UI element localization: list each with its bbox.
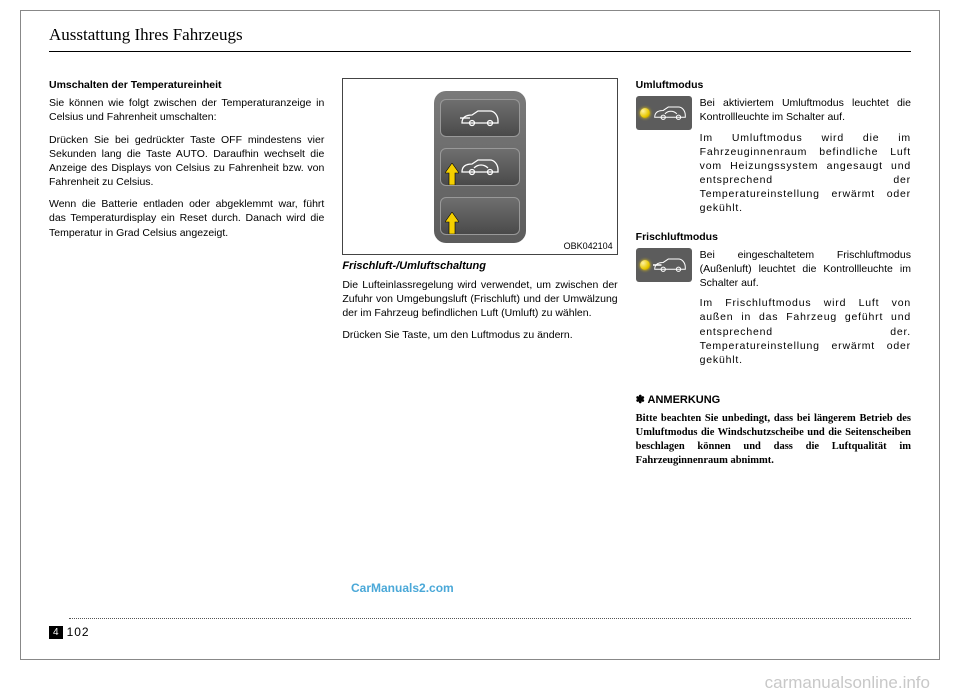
figure-panel [434,91,526,243]
page-number-box: 4 102 [49,625,94,639]
col2-p1: Die Lufteinlassregelung wird verwendet, … [342,278,617,321]
umluft-block: Bei aktiviertem Umluftmodus leuchtet die… [636,96,911,221]
note-body: Bitte beachten Sie unbedingt, dass bei l… [636,412,911,469]
umluft-p2: Im Umluftmodus wird die im Fahrzeuginnen… [700,131,911,216]
watermark-carmanualsonline: carmanualsonline.info [765,673,930,693]
umluft-p1: Bei aktiviertem Umluftmodus leuchtet die… [700,96,911,124]
indicator-light-icon [640,260,650,270]
col2-title: Frischluft-/Umluftschaltung [342,259,617,274]
watermark-carmanuals2: CarManuals2.com [351,581,454,595]
col1-p2: Drücken Sie bei gedrückter Taste OFF min… [49,133,324,190]
car-recirc-icon [460,158,500,176]
page-header: Ausstattung Ihres Fahrzeugs [21,11,939,49]
footer-rule [69,618,911,619]
page-number: 102 [63,625,94,639]
col1-title: Umschalten der Temperatureinheit [49,78,324,92]
section-number: 4 [49,626,63,639]
frisch-indicator [636,248,692,282]
car-outside-icon [653,256,687,274]
indicator-light-icon [640,108,650,118]
content-columns: Umschalten der Temperatureinheit Sie kön… [21,52,939,469]
note-heading: ✽ ANMERKUNG [636,393,911,408]
frisch-block: Bei eingeschaltetem Frischluftmodus (Auß… [636,248,911,373]
figure-air-mode: OBK042104 [342,78,617,255]
arrow-up-icon [445,212,459,234]
figure-button-top [440,99,520,137]
column-2: OBK042104 Frischluft-/Umluftschaltung Di… [342,78,617,469]
car-outside-icon [460,109,500,127]
frisch-title: Frischluftmodus [636,230,911,244]
col1-p3: Wenn die Batterie entladen oder abgeklem… [49,197,324,240]
column-3: Umluftmodus Bei aktiviertem Umluftmodus … [636,78,911,469]
arrow-up-icon [445,163,459,185]
frisch-text: Bei eingeschaltetem Frischluftmodus (Auß… [700,248,911,373]
umluft-text: Bei aktiviertem Umluftmodus leuchtet die… [700,96,911,221]
frisch-p2: Im Frischluftmodus wird Luft von außen i… [700,296,911,367]
col2-p2: Drücken Sie Taste, um den Luftmodus zu ä… [342,328,617,342]
page-container: Ausstattung Ihres Fahrzeugs Umschalten d… [20,10,940,660]
col1-p1: Sie können wie folgt zwischen der Temper… [49,96,324,124]
header-title: Ausstattung Ihres Fahrzeugs [49,25,243,44]
figure-button-bot [440,197,520,235]
car-recirc-icon [653,104,687,122]
frisch-p1: Bei eingeschaltetem Frischluftmodus (Auß… [700,248,911,291]
umluft-title: Umluftmodus [636,78,911,92]
figure-caption: OBK042104 [564,240,613,252]
umluft-indicator [636,96,692,130]
column-1: Umschalten der Temperatureinheit Sie kön… [49,78,324,469]
figure-button-mid [440,148,520,186]
